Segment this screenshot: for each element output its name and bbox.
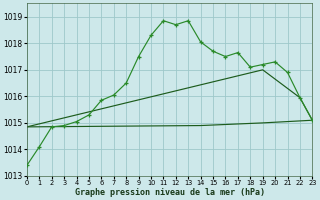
X-axis label: Graphe pression niveau de la mer (hPa): Graphe pression niveau de la mer (hPa): [75, 188, 265, 197]
